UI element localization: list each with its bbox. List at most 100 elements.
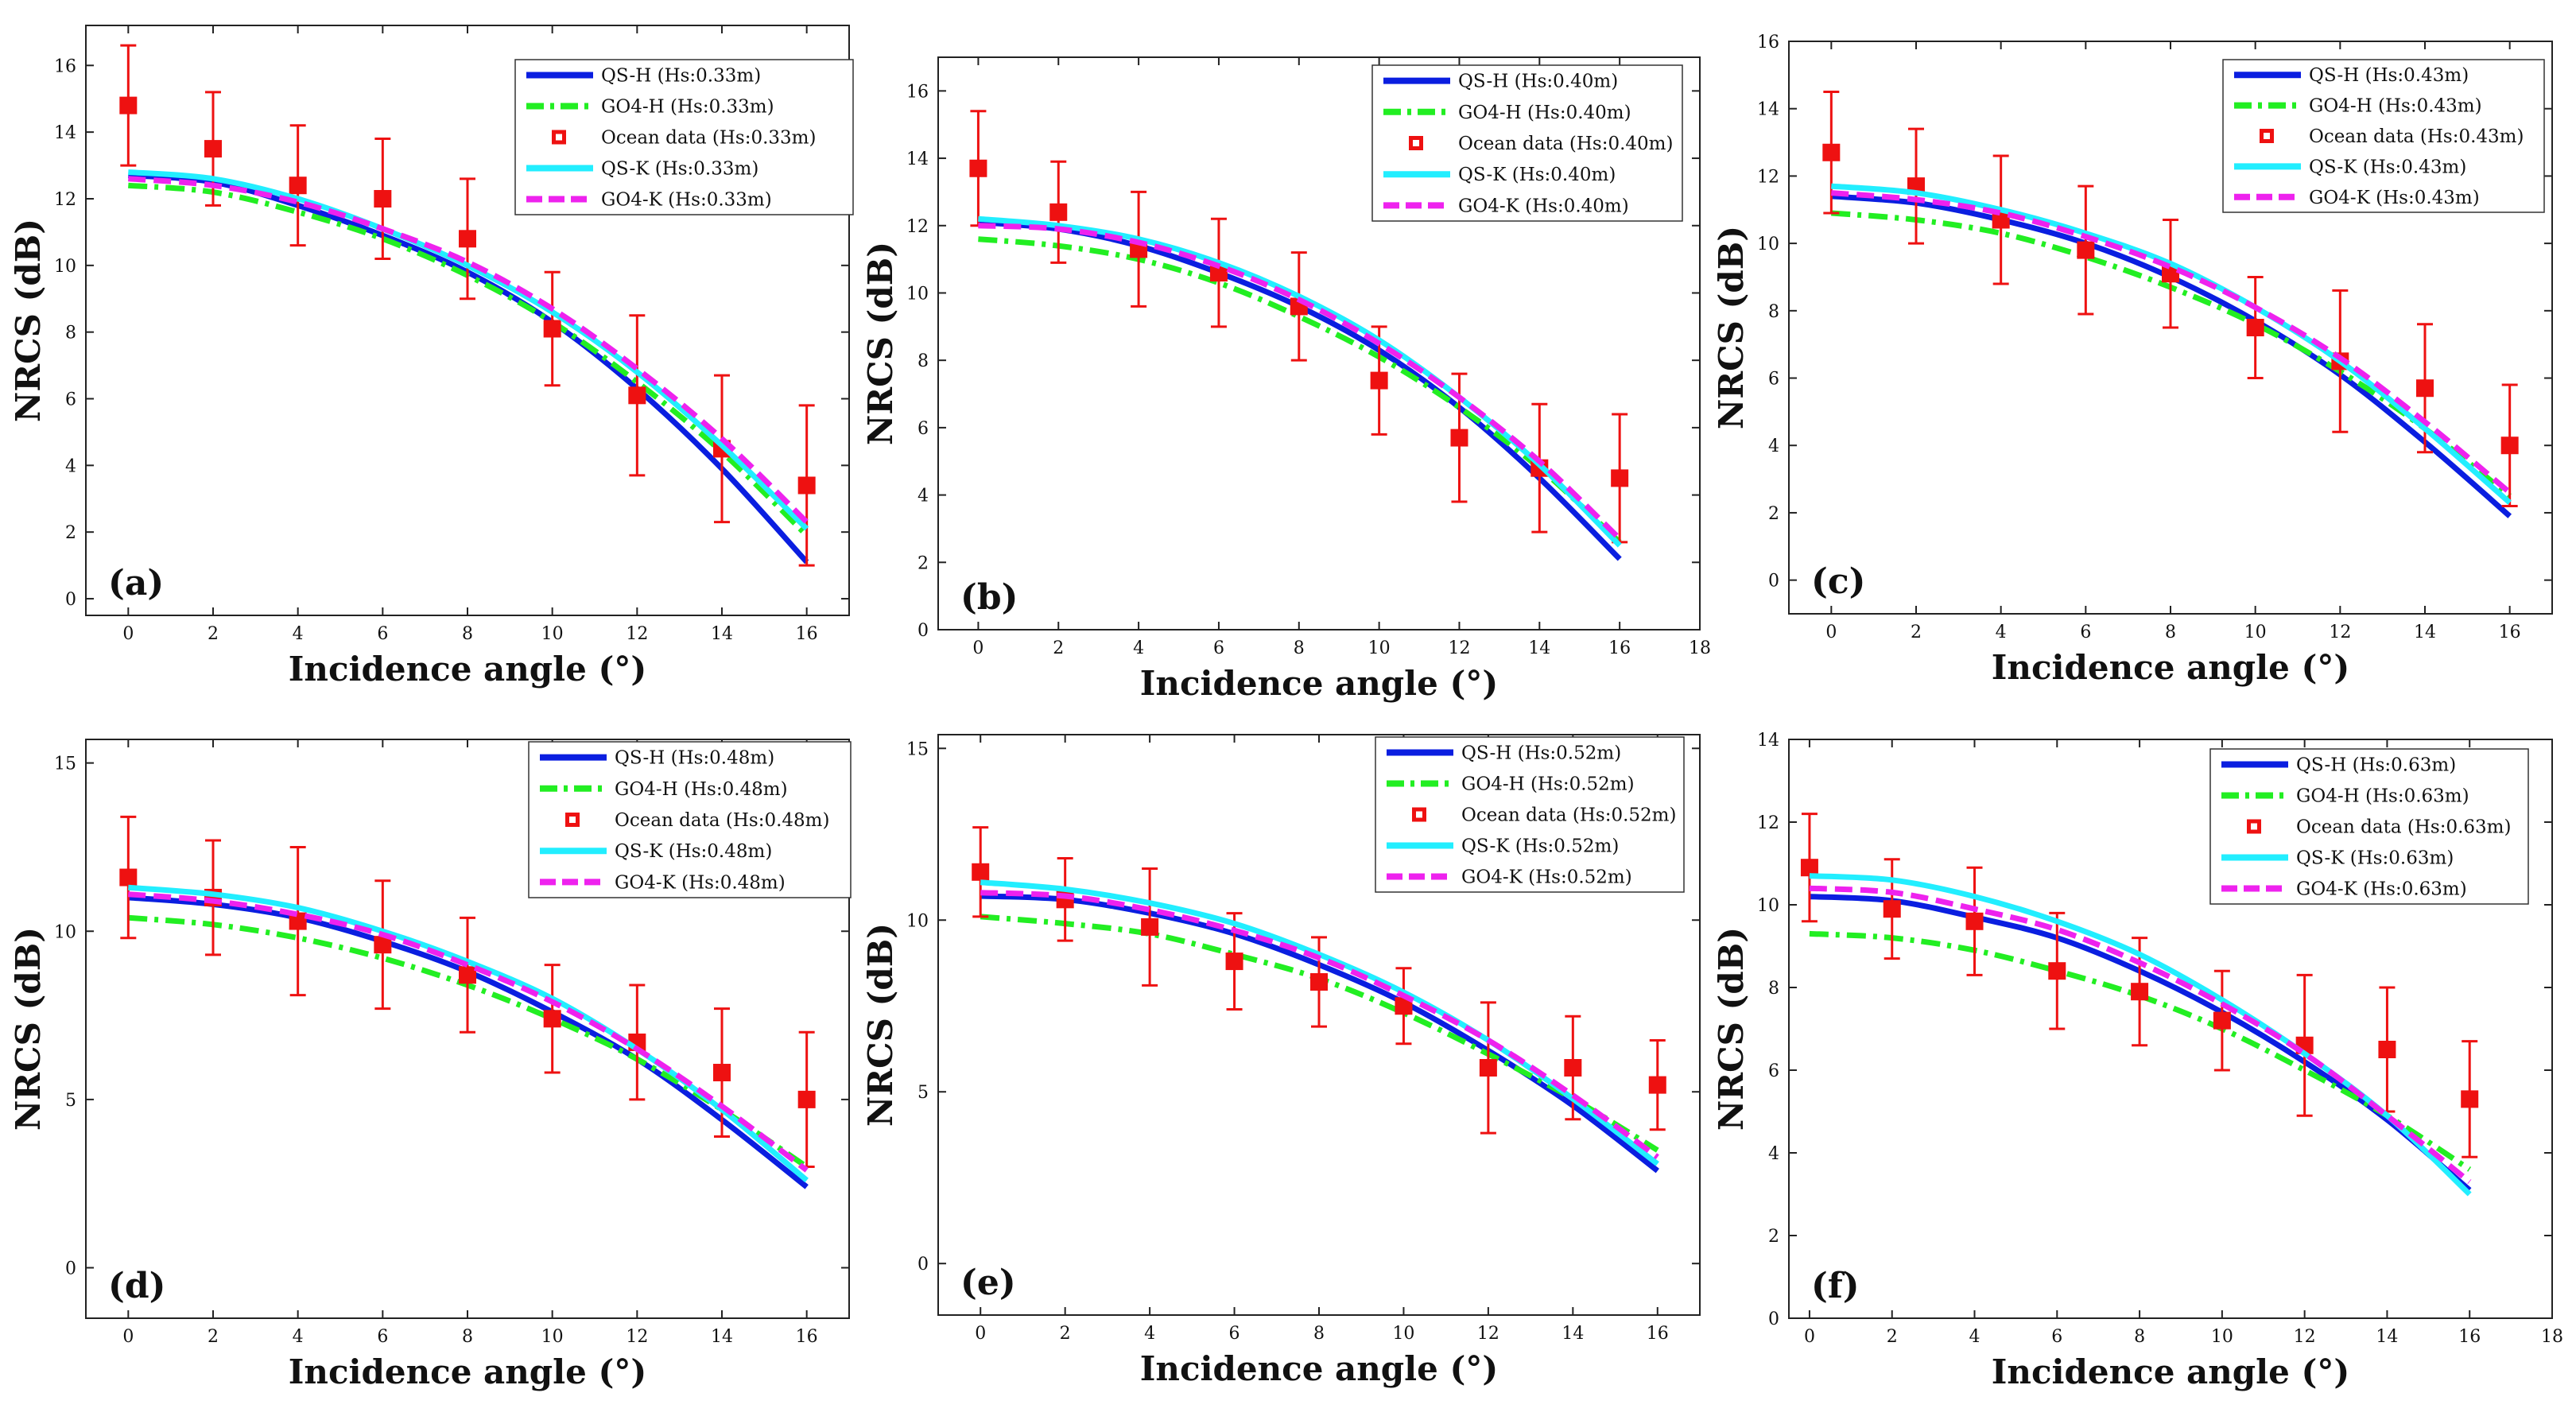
legend-entry: QS-K (Hs:0.63m)	[2296, 848, 2454, 869]
x-tick-label: 14	[1528, 638, 1550, 658]
data-point	[1965, 912, 1984, 930]
legend-entry: QS-H (Hs:0.52m)	[1461, 743, 1621, 764]
y-tick-label: 16	[906, 82, 929, 102]
data-point	[459, 230, 476, 248]
x-tick-label: 4	[1996, 623, 2007, 642]
y-tick-label: 2	[918, 553, 929, 573]
series-4	[978, 223, 1622, 541]
y-tick-label: 14	[1757, 731, 1779, 751]
data-point	[289, 177, 307, 195]
y-tick-label: 14	[1757, 100, 1779, 120]
data-point	[289, 912, 307, 930]
series-3	[1809, 873, 2472, 1197]
series-4	[1809, 885, 2472, 1185]
legend: QS-H (Hs:0.40m) GO4-H (Hs:0.40m) Ocean dat…	[1371, 64, 1683, 222]
x-tick-label: 6	[377, 624, 388, 644]
series-line	[128, 182, 809, 537]
y-tick-label: 10	[906, 911, 929, 931]
x-tick-label: 2	[208, 1327, 219, 1347]
y-tick-label: 4	[1768, 1144, 1779, 1164]
x-tick-label: 16	[796, 1327, 818, 1347]
legend-entry: Ocean data (Hs:0.40m)	[1458, 134, 1673, 154]
data-point	[969, 159, 987, 177]
panel-f: 0 2 4 6 8 10 12 14 16 18 0 2 4 6 8 10 12 14 Incidence angl…	[1712, 731, 2563, 1391]
y-tick-label: 0	[918, 621, 929, 641]
data-point	[972, 863, 990, 881]
x-tick-label: 14	[1562, 1324, 1584, 1344]
legend-entry: GO4-H (Hs:0.43m)	[2309, 96, 2482, 117]
series-line	[128, 169, 809, 531]
data-point	[2378, 1041, 2396, 1058]
legend-entry: GO4-H (Hs:0.48m)	[615, 779, 788, 800]
y-tick-label: 0	[65, 1259, 76, 1279]
x-tick-label: 6	[1213, 638, 1224, 658]
data-point	[1049, 203, 1068, 221]
y-tick-label: 6	[918, 419, 929, 439]
y-tick-label: 8	[918, 351, 929, 371]
legend-entry: Ocean data (Hs:0.52m)	[1461, 805, 1676, 826]
x-tick-label: 2	[1060, 1324, 1071, 1344]
x-axis-label: Incidence angle (°)	[289, 1352, 646, 1391]
data-point	[1822, 143, 1841, 161]
x-tick-label: 8	[462, 624, 473, 644]
y-tick-label: 12	[54, 190, 76, 210]
y-tick-label: 10	[54, 257, 76, 277]
y-axis-label: NRCS (dB)	[9, 927, 48, 1131]
x-tick-label: 0	[122, 624, 134, 644]
legend-marker-inner	[2251, 823, 2257, 830]
x-tick-label: 6	[2080, 623, 2091, 642]
legend-marker-inner	[1413, 140, 1419, 146]
x-tick-label: 2	[1887, 1327, 1898, 1347]
x-tick-label: 16	[2499, 623, 2521, 642]
panel-label: (a)	[108, 563, 164, 603]
data-point	[1141, 918, 1159, 936]
y-tick-label: 6	[1768, 1061, 1779, 1081]
y-tick-label: 0	[65, 590, 76, 610]
legend-box	[1371, 64, 1683, 222]
y-tick-label: 6	[1768, 370, 1779, 390]
legend-marker-inner	[556, 134, 562, 141]
series-line	[978, 223, 1622, 541]
legend-box	[2209, 748, 2529, 905]
y-tick-label: 4	[1768, 436, 1779, 456]
y-tick-label: 10	[906, 284, 929, 304]
series-4	[980, 890, 1659, 1160]
legend: QS-H (Hs:0.52m) GO4-H (Hs:0.52m) Ocean dat…	[1375, 736, 1685, 893]
y-tick-label: 15	[906, 739, 929, 759]
x-tick-label: 6	[1229, 1324, 1240, 1344]
panel-label: (e)	[960, 1263, 1016, 1303]
legend-box	[514, 59, 854, 215]
legend-marker-inner	[569, 817, 576, 823]
legend: QS-H (Hs:0.63m) GO4-H (Hs:0.63m) Ocean dat…	[2209, 748, 2529, 905]
y-axis-label: NRCS (dB)	[861, 242, 900, 445]
y-axis-label: NRCS (dB)	[1712, 927, 1751, 1131]
x-tick-label: 0	[1825, 623, 1837, 642]
x-tick-label: 6	[2051, 1327, 2062, 1347]
data-point	[2077, 241, 2095, 259]
y-tick-label: 0	[1768, 572, 1779, 592]
x-tick-label: 16	[796, 624, 818, 644]
legend-marker-inner	[2264, 133, 2270, 139]
y-tick-label: 12	[906, 217, 929, 237]
data-point	[628, 386, 646, 405]
series-3	[128, 169, 809, 531]
x-tick-label: 4	[1144, 1324, 1155, 1344]
x-tick-label: 16	[1647, 1324, 1669, 1344]
y-tick-label: 10	[54, 922, 76, 942]
legend-entry: QS-H (Hs:0.43m)	[2309, 65, 2469, 86]
x-tick-label: 0	[972, 638, 983, 658]
x-tick-label: 4	[1133, 638, 1144, 658]
legend-entry: GO4-K (Hs:0.63m)	[2296, 879, 2467, 900]
x-axis-label: Incidence angle (°)	[1992, 1352, 2349, 1391]
panel-label: (b)	[960, 577, 1018, 618]
series-3	[1831, 183, 2512, 505]
legend: QS-H (Hs:0.33m) GO4-H (Hs:0.33m) Ocean dat…	[514, 59, 854, 215]
legend-entry: GO4-K (Hs:0.40m)	[1458, 196, 1629, 216]
x-tick-label: 8	[462, 1327, 473, 1347]
legend-box	[1375, 736, 1685, 893]
data-point	[797, 1090, 816, 1108]
x-axis-label: Incidence angle (°)	[289, 650, 646, 689]
y-tick-label: 8	[1768, 302, 1779, 322]
legend: QS-H (Hs:0.43m) GO4-H (Hs:0.43m) Ocean dat…	[2222, 59, 2545, 213]
